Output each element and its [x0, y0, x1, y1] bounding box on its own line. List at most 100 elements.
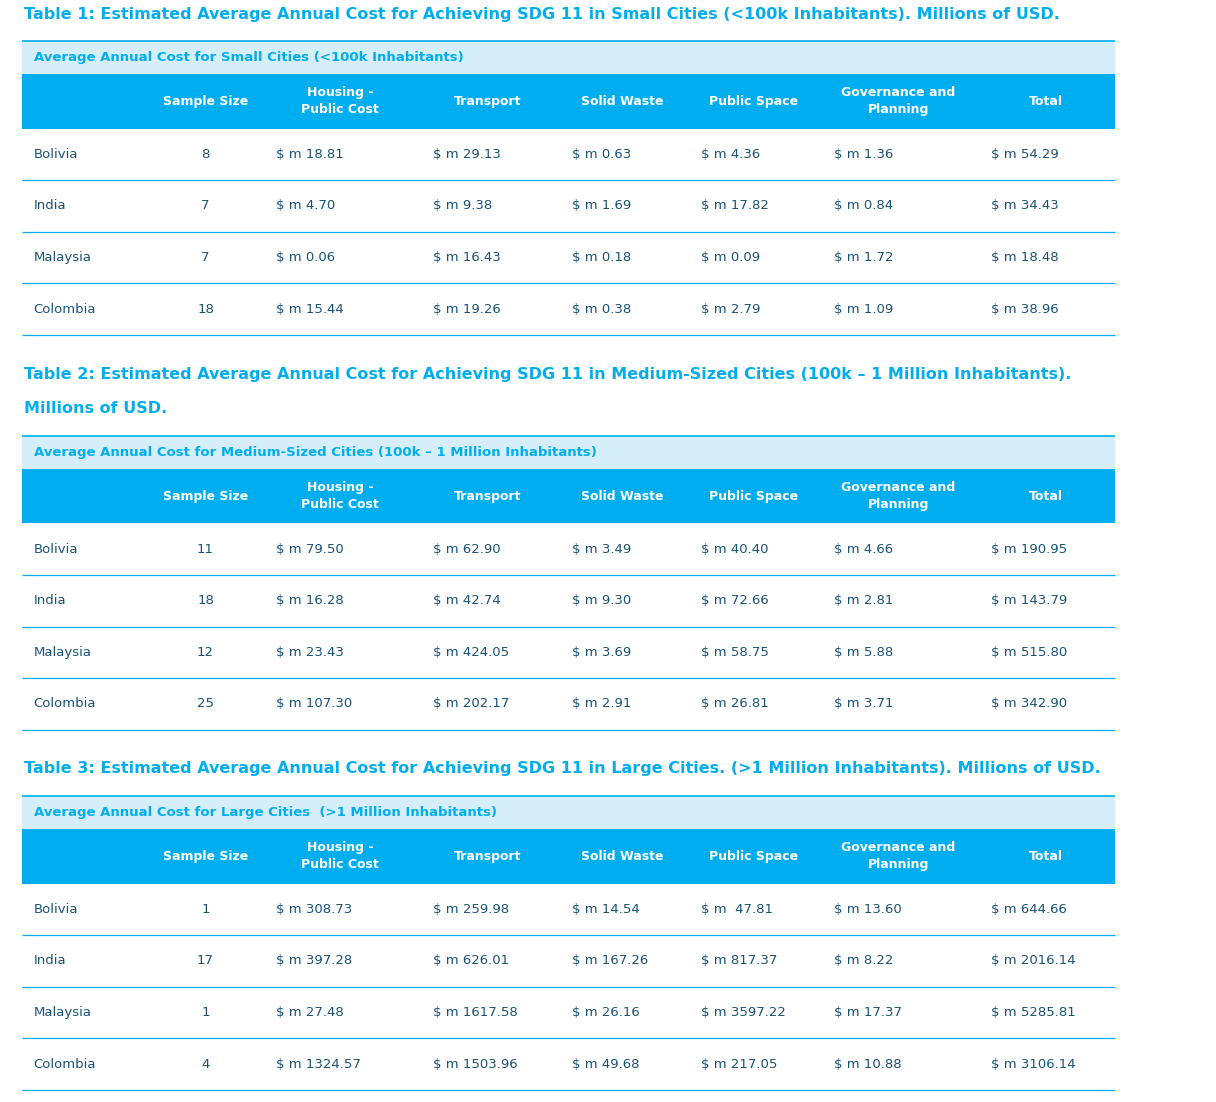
Text: Transport: Transport — [455, 95, 522, 108]
Text: $ m 4.70: $ m 4.70 — [276, 199, 336, 213]
Text: India: India — [34, 594, 67, 607]
Text: $ m 1503.96: $ m 1503.96 — [433, 1058, 517, 1070]
Text: $ m 2.81: $ m 2.81 — [834, 594, 894, 607]
Text: $ m 38.96: $ m 38.96 — [991, 303, 1058, 315]
FancyBboxPatch shape — [22, 129, 1115, 181]
Text: $ m 1.36: $ m 1.36 — [834, 148, 894, 161]
Text: $ m 217.05: $ m 217.05 — [702, 1058, 777, 1070]
Text: $ m 26.81: $ m 26.81 — [702, 698, 769, 711]
Text: $ m 3.49: $ m 3.49 — [572, 542, 631, 555]
Text: $ m 23.43: $ m 23.43 — [276, 646, 344, 659]
Text: $ m 3106.14: $ m 3106.14 — [991, 1058, 1075, 1070]
Text: $ m 3597.22: $ m 3597.22 — [702, 1006, 786, 1019]
Text: Solid Waste: Solid Waste — [581, 850, 664, 863]
Text: Sample Size: Sample Size — [163, 95, 248, 108]
Text: Solid Waste: Solid Waste — [581, 489, 664, 503]
FancyBboxPatch shape — [22, 678, 1115, 730]
Text: $ m 1.69: $ m 1.69 — [572, 199, 631, 213]
Text: Transport: Transport — [455, 489, 522, 503]
Text: Colombia: Colombia — [34, 303, 96, 315]
Text: $ m 49.68: $ m 49.68 — [572, 1058, 640, 1070]
Text: $ m 167.26: $ m 167.26 — [572, 954, 648, 968]
Text: Malaysia: Malaysia — [34, 646, 91, 659]
Text: $ m 1.09: $ m 1.09 — [834, 303, 894, 315]
Text: Malaysia: Malaysia — [34, 1006, 91, 1019]
Text: Malaysia: Malaysia — [34, 251, 91, 264]
FancyBboxPatch shape — [22, 523, 1115, 575]
Text: Housing -
Public Cost: Housing - Public Cost — [302, 86, 379, 117]
Text: Public Space: Public Space — [709, 489, 798, 503]
Text: $ m 42.74: $ m 42.74 — [433, 594, 501, 607]
FancyBboxPatch shape — [22, 74, 1115, 129]
Text: $ m 19.26: $ m 19.26 — [433, 303, 501, 315]
FancyBboxPatch shape — [22, 575, 1115, 627]
Text: $ m 0.38: $ m 0.38 — [572, 303, 631, 315]
Text: Total: Total — [1029, 95, 1063, 108]
Text: Sample Size: Sample Size — [163, 489, 248, 503]
Text: $ m 817.37: $ m 817.37 — [702, 954, 777, 968]
Text: $ m 4.36: $ m 4.36 — [702, 148, 760, 161]
FancyBboxPatch shape — [22, 627, 1115, 678]
FancyBboxPatch shape — [22, 936, 1115, 986]
Text: $ m 3.69: $ m 3.69 — [572, 646, 631, 659]
Text: India: India — [34, 199, 67, 213]
Text: 12: 12 — [197, 646, 214, 659]
Text: $ m 72.66: $ m 72.66 — [702, 594, 769, 607]
Text: Table 3: Estimated Average Annual Cost for Achieving SDG 11 in Large Cities. (>1: Table 3: Estimated Average Annual Cost f… — [24, 761, 1100, 777]
Text: $ m  47.81: $ m 47.81 — [702, 903, 773, 916]
Text: $ m 9.30: $ m 9.30 — [572, 594, 631, 607]
Text: $ m 2.91: $ m 2.91 — [572, 698, 631, 711]
Text: $ m 17.82: $ m 17.82 — [702, 199, 769, 213]
Text: Public Space: Public Space — [709, 850, 798, 863]
Text: $ m 1.72: $ m 1.72 — [834, 251, 894, 264]
Text: 7: 7 — [202, 251, 210, 264]
Text: $ m 2016.14: $ m 2016.14 — [991, 954, 1075, 968]
Text: Average Annual Cost for Medium-Sized Cities (100k – 1 Million Inhabitants): Average Annual Cost for Medium-Sized Cit… — [34, 446, 597, 460]
Text: Table 1: Estimated Average Annual Cost for Achieving SDG 11 in Small Cities (<10: Table 1: Estimated Average Annual Cost f… — [24, 7, 1060, 22]
Text: Colombia: Colombia — [34, 1058, 96, 1070]
Text: $ m 424.05: $ m 424.05 — [433, 646, 508, 659]
Text: Public Space: Public Space — [709, 95, 798, 108]
Text: 18: 18 — [197, 594, 214, 607]
Text: $ m 16.28: $ m 16.28 — [276, 594, 344, 607]
Text: Housing -
Public Cost: Housing - Public Cost — [302, 841, 379, 872]
Text: $ m 626.01: $ m 626.01 — [433, 954, 508, 968]
Text: $ m 16.43: $ m 16.43 — [433, 251, 501, 264]
Text: Millions of USD.: Millions of USD. — [24, 401, 168, 417]
Text: $ m 0.09: $ m 0.09 — [702, 251, 760, 264]
Text: $ m 9.38: $ m 9.38 — [433, 199, 492, 213]
Text: $ m 342.90: $ m 342.90 — [991, 698, 1066, 711]
Text: Governance and
Planning: Governance and Planning — [841, 86, 956, 117]
Text: $ m 13.60: $ m 13.60 — [834, 903, 902, 916]
Text: Average Annual Cost for Large Cities  (>1 Million Inhabitants): Average Annual Cost for Large Cities (>1… — [34, 806, 496, 819]
Text: $ m 2.79: $ m 2.79 — [702, 303, 760, 315]
Text: $ m 26.16: $ m 26.16 — [572, 1006, 640, 1019]
Text: $ m 1324.57: $ m 1324.57 — [276, 1058, 361, 1070]
Text: 7: 7 — [202, 199, 210, 213]
Text: 1: 1 — [202, 1006, 210, 1019]
FancyBboxPatch shape — [22, 797, 1115, 829]
Text: Solid Waste: Solid Waste — [581, 95, 664, 108]
Text: $ m 4.66: $ m 4.66 — [834, 542, 894, 555]
Text: $ m 0.84: $ m 0.84 — [834, 199, 894, 213]
FancyBboxPatch shape — [22, 436, 1115, 468]
FancyBboxPatch shape — [22, 41, 1115, 74]
Text: $ m 397.28: $ m 397.28 — [276, 954, 353, 968]
Text: Governance and
Planning: Governance and Planning — [841, 482, 956, 511]
Text: $ m 14.54: $ m 14.54 — [572, 903, 640, 916]
FancyBboxPatch shape — [22, 283, 1115, 335]
Text: 25: 25 — [197, 698, 214, 711]
Text: Transport: Transport — [455, 850, 522, 863]
Text: 8: 8 — [202, 148, 209, 161]
Text: 18: 18 — [197, 303, 214, 315]
Text: $ m 18.81: $ m 18.81 — [276, 148, 344, 161]
Text: $ m 17.37: $ m 17.37 — [834, 1006, 902, 1019]
Text: $ m 40.40: $ m 40.40 — [702, 542, 769, 555]
Text: $ m 27.48: $ m 27.48 — [276, 1006, 344, 1019]
FancyBboxPatch shape — [22, 468, 1115, 523]
Text: Colombia: Colombia — [34, 698, 96, 711]
Text: Governance and
Planning: Governance and Planning — [841, 841, 956, 872]
Text: $ m 5.88: $ m 5.88 — [834, 646, 894, 659]
Text: $ m 0.18: $ m 0.18 — [572, 251, 631, 264]
Text: Table 2: Estimated Average Annual Cost for Achieving SDG 11 in Medium-Sized Citi: Table 2: Estimated Average Annual Cost f… — [24, 367, 1071, 381]
